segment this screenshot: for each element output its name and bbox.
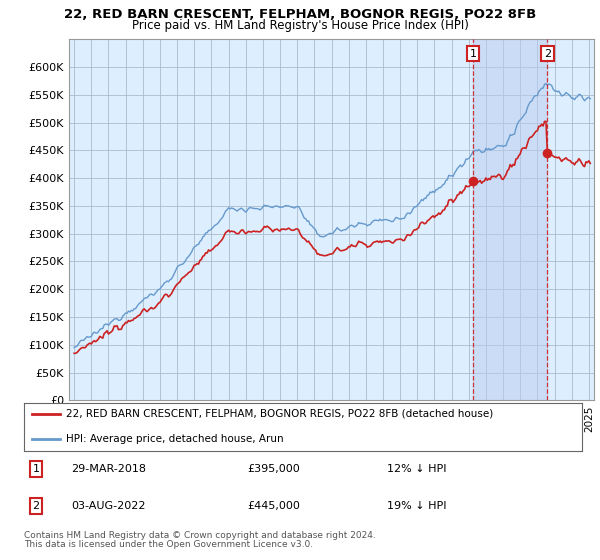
Text: 1: 1 (32, 464, 40, 474)
Text: £445,000: £445,000 (247, 501, 300, 511)
Text: Contains HM Land Registry data © Crown copyright and database right 2024.: Contains HM Land Registry data © Crown c… (24, 531, 376, 540)
Text: 2: 2 (32, 501, 40, 511)
Text: 03-AUG-2022: 03-AUG-2022 (71, 501, 146, 511)
Text: 12% ↓ HPI: 12% ↓ HPI (387, 464, 446, 474)
Text: HPI: Average price, detached house, Arun: HPI: Average price, detached house, Arun (66, 434, 283, 444)
Text: This data is licensed under the Open Government Licence v3.0.: This data is licensed under the Open Gov… (24, 540, 313, 549)
Text: Price paid vs. HM Land Registry's House Price Index (HPI): Price paid vs. HM Land Registry's House … (131, 19, 469, 32)
Text: 22, RED BARN CRESCENT, FELPHAM, BOGNOR REGIS, PO22 8FB: 22, RED BARN CRESCENT, FELPHAM, BOGNOR R… (64, 8, 536, 21)
Text: 19% ↓ HPI: 19% ↓ HPI (387, 501, 446, 511)
Text: 29-MAR-2018: 29-MAR-2018 (71, 464, 146, 474)
Text: 22, RED BARN CRESCENT, FELPHAM, BOGNOR REGIS, PO22 8FB (detached house): 22, RED BARN CRESCENT, FELPHAM, BOGNOR R… (66, 409, 493, 419)
Bar (473, 39, 547, 400)
Text: £395,000: £395,000 (247, 464, 300, 474)
Text: 2: 2 (544, 49, 551, 59)
Text: 1: 1 (469, 49, 476, 59)
